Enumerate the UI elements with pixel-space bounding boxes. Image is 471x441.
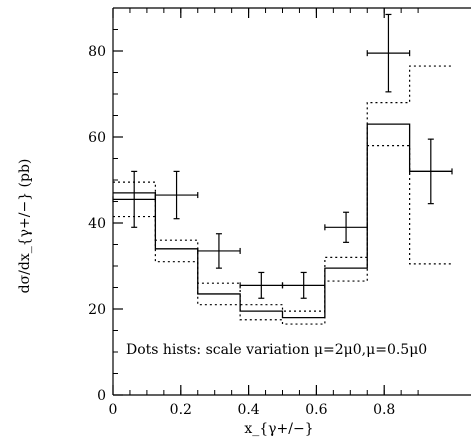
data-point (112, 170, 156, 228)
x-tick-label: 0.4 (237, 402, 259, 418)
minor-ticks (112, 7, 419, 396)
x-tick-label: 0.8 (373, 402, 395, 418)
data-point (154, 170, 199, 220)
data-point (324, 211, 368, 243)
data-point (197, 233, 241, 269)
x-axis-label: x_{γ+/−} (244, 421, 313, 437)
y-tick-label: 60 (88, 130, 106, 146)
major-ticks (112, 8, 385, 396)
data-point (239, 271, 284, 299)
y-tick-label: 80 (88, 44, 106, 60)
data-points (112, 13, 453, 299)
data-point (409, 138, 453, 205)
y-tick-label: 20 (88, 302, 106, 318)
y-tick-labels: 0 20 40 60 80 (88, 44, 106, 404)
x-tick-labels: 0 0.2 0.4 0.6 0.8 (109, 402, 396, 418)
histogram-series (113, 65, 452, 325)
y-tick-label: 40 (88, 216, 106, 232)
scale-variation-annotation: Dots hists: scale variation μ=2μ0,μ=0.5μ… (126, 342, 427, 358)
data-point (366, 13, 411, 93)
y-axis-label: dσ/dx_{γ+/−} (pb) (17, 159, 33, 294)
x-tick-label: 0 (109, 402, 118, 418)
x-tick-label: 0.6 (305, 402, 327, 418)
y-tick-label: 0 (97, 388, 106, 404)
histogram-solid (113, 123, 452, 319)
histogram-dotted-2 (113, 145, 452, 325)
histogram-dotted-1 (113, 65, 452, 312)
x-tick-label: 0.2 (170, 402, 192, 418)
data-point (281, 271, 326, 299)
plot-frame (112, 7, 471, 396)
